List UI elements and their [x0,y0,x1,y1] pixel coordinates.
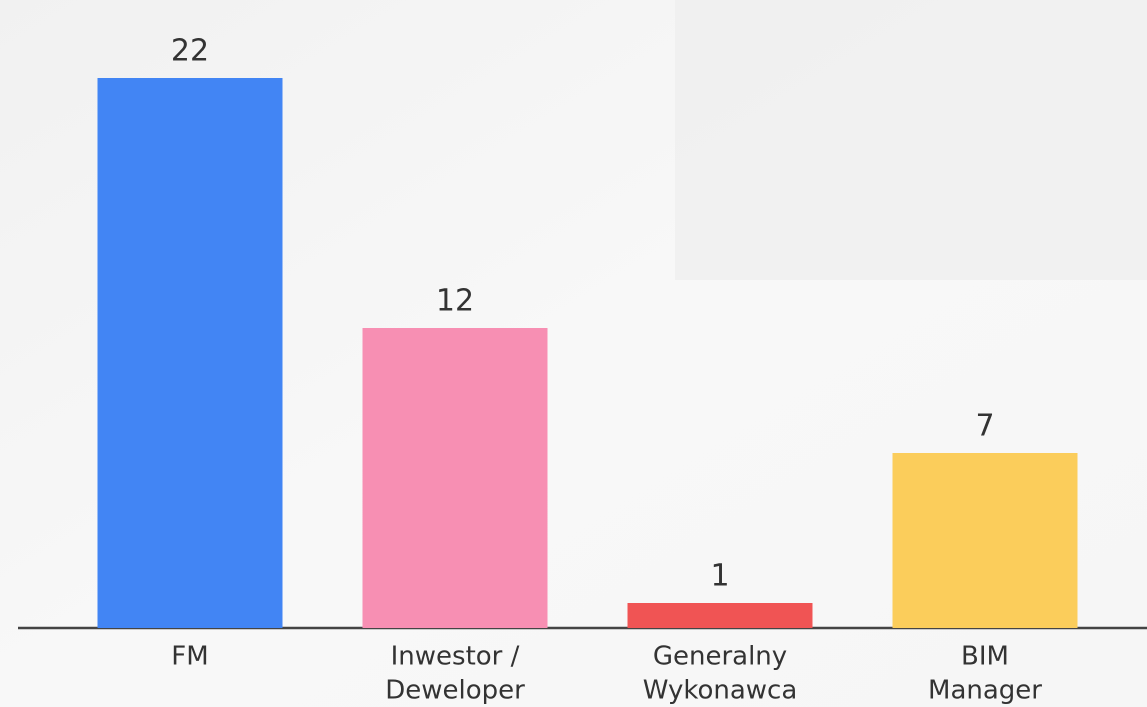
x-tick-label: BIM [961,642,1009,672]
bar [627,603,813,628]
data-label: 1 [710,559,729,594]
data-label: 7 [975,409,994,444]
x-tick-label: Inwestor / [391,642,520,672]
x-tick-label: Generalny [653,642,787,672]
bar [97,78,283,628]
x-tick-label: Wykonawca [643,676,798,706]
data-label: 22 [171,34,209,69]
x-tick-label: Manager [928,676,1042,706]
background-photo [675,0,1147,280]
x-tick-label: Deweloper [385,676,525,706]
x-tick-label: FM [171,642,208,672]
bar [892,453,1078,628]
bar [362,328,548,628]
data-label: 12 [436,284,474,319]
